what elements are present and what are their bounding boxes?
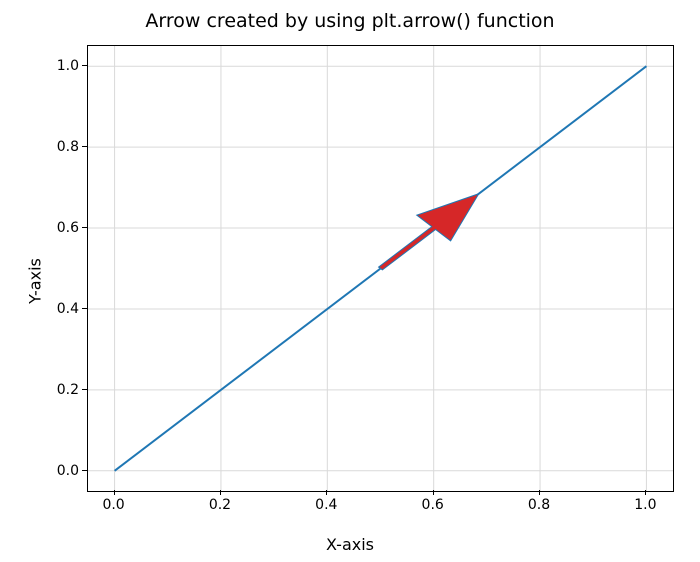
y-tick-label: 0.8 bbox=[39, 139, 79, 155]
plot-svg bbox=[88, 46, 673, 491]
x-axis-label: X-axis bbox=[0, 535, 700, 554]
y-tick-mark bbox=[82, 470, 87, 471]
x-tick-label: 0.0 bbox=[102, 498, 124, 512]
x-tick-mark bbox=[326, 490, 327, 495]
y-axis-label: Y-axis bbox=[25, 258, 44, 304]
arrow-annotation bbox=[379, 194, 479, 270]
y-tick-label: 0.4 bbox=[39, 301, 79, 317]
x-tick-label: 0.8 bbox=[528, 498, 550, 512]
y-tick-label: 0.0 bbox=[39, 463, 79, 479]
x-tick-label: 1.0 bbox=[634, 498, 656, 512]
chart-title: Arrow created by using plt.arrow() funct… bbox=[0, 10, 700, 32]
x-tick-mark bbox=[220, 490, 221, 495]
x-tick-mark bbox=[539, 490, 540, 495]
x-tick-mark bbox=[433, 490, 434, 495]
y-tick-mark bbox=[82, 308, 87, 309]
y-tick-mark bbox=[82, 146, 87, 147]
y-tick-label: 1.0 bbox=[39, 58, 79, 74]
x-tick-label: 0.2 bbox=[209, 498, 231, 512]
plot-area bbox=[87, 45, 674, 492]
x-tick-mark bbox=[114, 490, 115, 495]
x-tick-label: 0.4 bbox=[315, 498, 337, 512]
y-tick-label: 0.6 bbox=[39, 220, 79, 236]
chart-container: Arrow created by using plt.arrow() funct… bbox=[0, 0, 700, 562]
y-tick-mark bbox=[82, 389, 87, 390]
y-tick-mark bbox=[82, 65, 87, 66]
x-tick-label: 0.6 bbox=[422, 498, 444, 512]
y-tick-mark bbox=[82, 227, 87, 228]
x-tick-mark bbox=[645, 490, 646, 495]
y-tick-label: 0.2 bbox=[39, 382, 79, 398]
